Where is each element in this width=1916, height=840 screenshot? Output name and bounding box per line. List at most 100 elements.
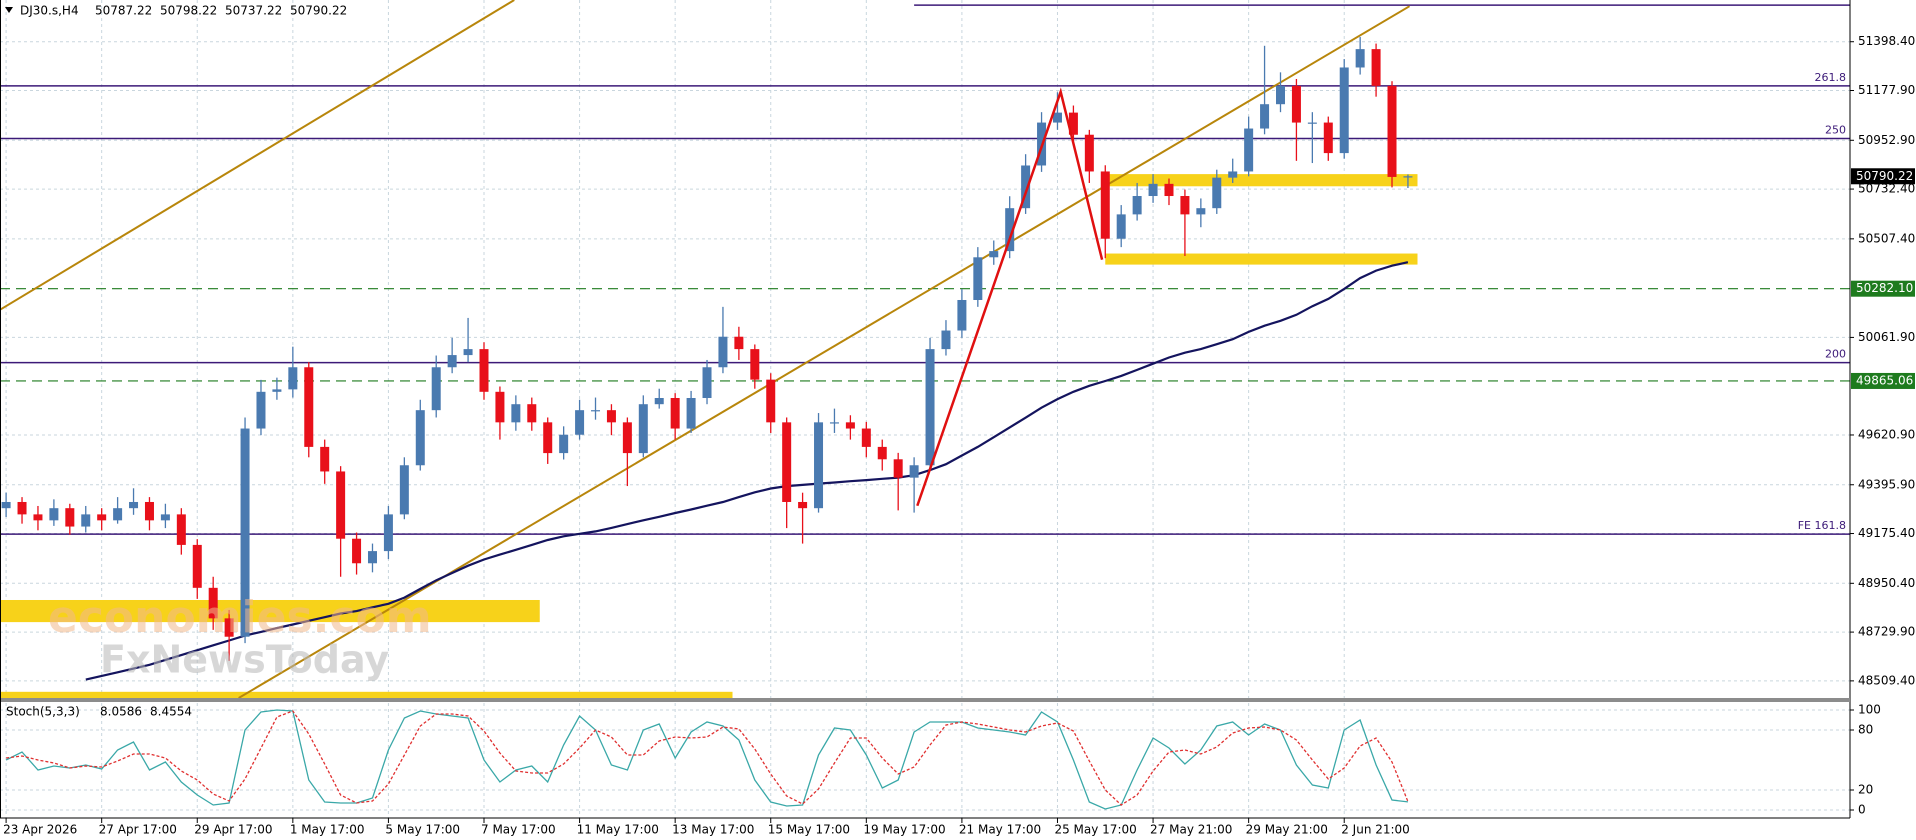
- main-front-layer: [1, 36, 1413, 661]
- candle-body: [304, 367, 314, 447]
- price-label-box: [1851, 280, 1915, 297]
- x-tick-label: 11 May 17:00: [577, 823, 659, 837]
- candle-body: [320, 446, 330, 472]
- candle-body: [766, 379, 776, 423]
- candle-body: [591, 410, 601, 412]
- candle-body: [798, 501, 808, 509]
- candle-body: [399, 465, 409, 515]
- header-high: 50798.22: [160, 4, 217, 18]
- candle-body: [1260, 104, 1270, 129]
- x-tick-label: 19 May 17:00: [863, 823, 945, 837]
- candle-body: [1084, 134, 1094, 172]
- candle-body: [1021, 165, 1031, 209]
- candle-body: [1212, 177, 1222, 209]
- x-tick-label: 15 May 17:00: [768, 823, 850, 837]
- candle-body: [1276, 85, 1285, 105]
- candle-body: [367, 551, 377, 564]
- zigzag: [916, 87, 1104, 507]
- y-tick-label: 50507.40: [1858, 231, 1915, 245]
- x-tick-label: 2 Jun 21:00: [1341, 823, 1410, 837]
- candle-body: [144, 501, 154, 521]
- candle-body: [1244, 128, 1254, 172]
- candle-body: [527, 404, 537, 423]
- stoch-line: [5, 709, 1408, 810]
- y-tick-label: 48509.40: [1858, 673, 1915, 687]
- panel-separator: [0, 698, 1850, 702]
- candle-body: [575, 410, 585, 435]
- candle-body: [559, 434, 569, 454]
- header-low: 50737.22: [225, 4, 282, 18]
- y-tick-label: 49395.90: [1858, 477, 1915, 491]
- candle-body: [208, 587, 218, 619]
- candle-body: [1291, 85, 1301, 123]
- candle-body: [1307, 122, 1317, 124]
- candle-body: [288, 367, 298, 390]
- price-label-box: [1851, 168, 1915, 185]
- candle-body: [415, 410, 425, 466]
- candle-body: [240, 428, 250, 637]
- candle-body: [65, 508, 75, 527]
- menu-triangle[interactable]: [5, 7, 13, 13]
- x-tick-label: 1 May 17:00: [290, 823, 365, 837]
- y-tick-label: 0: [1858, 803, 1866, 817]
- candle-body: [352, 538, 362, 564]
- y-tick-label: 50061.90: [1858, 330, 1915, 344]
- x-tick-label: 13 May 17:00: [672, 823, 754, 837]
- candle-body: [925, 349, 935, 466]
- fibo-level-label: 200: [1825, 348, 1846, 361]
- candle-body: [1132, 196, 1142, 215]
- candle-body: [686, 398, 696, 429]
- x-tick-label: 27 Apr 17:00: [99, 823, 177, 837]
- candle-body: [702, 367, 712, 399]
- candle-body: [845, 422, 855, 429]
- stoch-title: Stoch(5,3,3): [6, 705, 80, 719]
- candle-body: [1387, 85, 1397, 177]
- watermark: economies.com: [48, 592, 432, 643]
- price-label-box: [1851, 372, 1915, 389]
- candle-body: [622, 422, 632, 454]
- candle-body: [81, 514, 91, 527]
- candle-body: [129, 501, 139, 509]
- candle-body: [1148, 183, 1158, 197]
- candle-body: [224, 618, 234, 637]
- candle-body: [782, 422, 792, 502]
- support-zone: [0, 691, 733, 698]
- y-tick-label: 49620.90: [1858, 427, 1915, 441]
- y-tick-label: 49175.40: [1858, 526, 1915, 540]
- candle-body: [1005, 208, 1015, 252]
- candle-body: [383, 514, 393, 552]
- candle-body: [1, 501, 11, 509]
- y-tick-label: 51398.40: [1858, 34, 1915, 48]
- candle-body: [654, 398, 664, 405]
- x-tick-label: 29 May 21:00: [1246, 823, 1328, 837]
- candle-body: [734, 336, 744, 350]
- candle-body: [176, 514, 186, 545]
- header-close: 50790.22: [290, 4, 347, 18]
- y-tick-label: 80: [1858, 723, 1873, 737]
- candle-body: [638, 404, 648, 454]
- candle-body: [336, 471, 346, 539]
- candle-body: [97, 514, 107, 521]
- candle-body: [989, 251, 999, 258]
- symbol: DJ30.s,H4: [20, 4, 79, 18]
- candle-body: [1116, 214, 1126, 239]
- candle-body: [1180, 196, 1190, 215]
- candle-body: [543, 422, 553, 454]
- price-label: 50282.10: [1856, 281, 1913, 295]
- candle-body: [463, 349, 473, 356]
- stoch-signal-value: 8.4554: [150, 705, 192, 719]
- fibo-level-label: FE 161.8: [1798, 519, 1846, 532]
- candle-body: [814, 422, 824, 509]
- candle-body: [718, 336, 728, 368]
- candle-body: [431, 367, 441, 411]
- candle-body: [495, 391, 505, 423]
- candle-body: [1100, 171, 1110, 239]
- candle-body: [49, 508, 59, 521]
- price-label: 49865.06: [1856, 373, 1913, 387]
- candle-body: [941, 330, 951, 350]
- support-zone: [0, 599, 540, 623]
- fibo-level-label: 261.8: [1815, 71, 1847, 84]
- y-tick-label: 20: [1858, 783, 1873, 797]
